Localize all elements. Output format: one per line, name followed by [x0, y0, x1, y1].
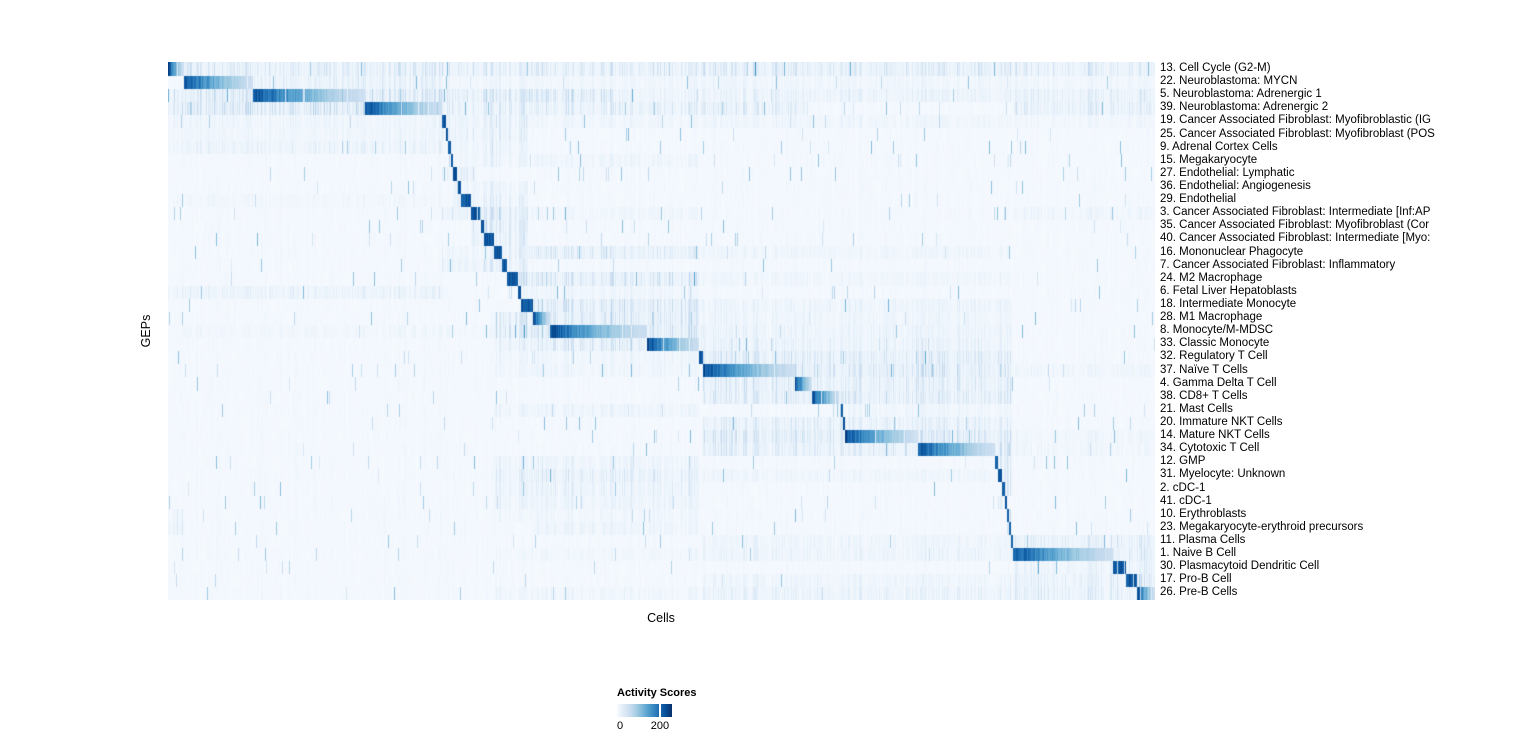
gep-row-label: 15. Megakaryocyte	[1160, 153, 1258, 166]
legend-tick-mark	[658, 704, 661, 717]
gep-row-label: 6. Fetal Liver Hepatoblasts	[1160, 284, 1297, 297]
gep-row-label: 19. Cancer Associated Fibroblast: Myofib…	[1160, 114, 1432, 127]
gep-row-label: 4. Gamma Delta T Cell	[1160, 376, 1277, 389]
y-axis-label: GEPs	[139, 314, 153, 348]
legend: Activity Scores 0 200	[617, 687, 737, 733]
gep-row-label: 31. Myelocyte: Unknown	[1160, 468, 1286, 481]
gep-row-label: 8. Monocyte/M-MDSC	[1160, 324, 1274, 337]
gep-row-label: 39. Neuroblastoma: Adrenergic 2	[1160, 101, 1329, 114]
legend-title: Activity Scores	[617, 687, 697, 699]
gep-row-label: 20. Immature NKT Cells	[1160, 415, 1283, 428]
gep-row-label: 41. cDC-1	[1160, 494, 1212, 507]
gep-row-label: 1. Naive B Cell	[1160, 547, 1237, 560]
gep-row-label: 34. Cytotoxic T Cell	[1160, 442, 1260, 455]
gep-row-label: 37. Naïve T Cells	[1160, 363, 1248, 376]
gep-row-label: 21. Mast Cells	[1160, 402, 1233, 415]
gep-row-label: 32. Regulatory T Cell	[1160, 350, 1268, 363]
gep-row-label: 17. Pro-B Cell	[1160, 573, 1232, 586]
legend-tick-label-min: 0	[617, 719, 624, 732]
gep-row-label: 9. Adrenal Cortex Cells	[1160, 140, 1278, 153]
gep-row-label: 29. Endothelial	[1160, 193, 1237, 206]
gep-row-label: 5. Neuroblastoma: Adrenergic 1	[1160, 88, 1322, 101]
legend-tick-label-max: 200	[650, 719, 670, 732]
gep-row-label: 33. Classic Monocyte	[1160, 337, 1270, 350]
gep-row-label: 24. M2 Macrophage	[1160, 271, 1263, 284]
gep-row-label: 18. Intermediate Monocyte	[1160, 297, 1297, 310]
gep-row-label: 36. Endothelial: Angiogenesis	[1160, 179, 1311, 192]
gep-row-label: 22. Neuroblastoma: MYCN	[1160, 75, 1298, 88]
gep-row-label: 16. Mononuclear Phagocyte	[1160, 245, 1304, 258]
legend-gradient-bar	[617, 704, 672, 717]
gep-row-label: 3. Cancer Associated Fibroblast: Interme…	[1160, 206, 1431, 219]
gep-row-label: 25. Cancer Associated Fibroblast: Myofib…	[1160, 127, 1435, 140]
gep-row-label: 35. Cancer Associated Fibroblast: Myofib…	[1160, 219, 1430, 232]
gep-row-label: 13. Cell Cycle (G2-M)	[1160, 62, 1271, 74]
gep-row-label: 12. GMP	[1160, 455, 1206, 468]
legend-tick-labels: 0 200	[617, 720, 672, 733]
gep-row-label: 11. Plasma Cells	[1160, 533, 1246, 546]
gep-row-label: 10. Erythroblasts	[1160, 507, 1247, 520]
gep-row-label: 26. Pre-B Cells	[1160, 586, 1238, 599]
gep-row-label: 23. Megakaryocyte-erythroid precursors	[1160, 520, 1364, 533]
gep-row-label: 30. Plasmacytoid Dendritic Cell	[1160, 560, 1320, 573]
gep-row-label: 14. Mature NKT Cells	[1160, 429, 1270, 442]
gep-row-label: 40. Cancer Associated Fibroblast: Interm…	[1160, 232, 1431, 245]
gep-row-label: 28. M1 Macrophage	[1160, 311, 1263, 324]
gep-row-label: 27. Endothelial: Lymphatic	[1160, 166, 1295, 179]
gep-row-label: 7. Cancer Associated Fibroblast: Inflamm…	[1160, 258, 1396, 271]
activity-heatmap	[168, 62, 1155, 600]
gep-row-label: 2. cDC-1	[1160, 481, 1206, 494]
gep-row-label: 38. CD8+ T Cells	[1160, 389, 1248, 402]
x-axis-label: Cells	[647, 611, 675, 625]
gep-row-labels: 13. Cell Cycle (G2-M) 22. Neuroblastoma: …	[1160, 62, 1540, 599]
